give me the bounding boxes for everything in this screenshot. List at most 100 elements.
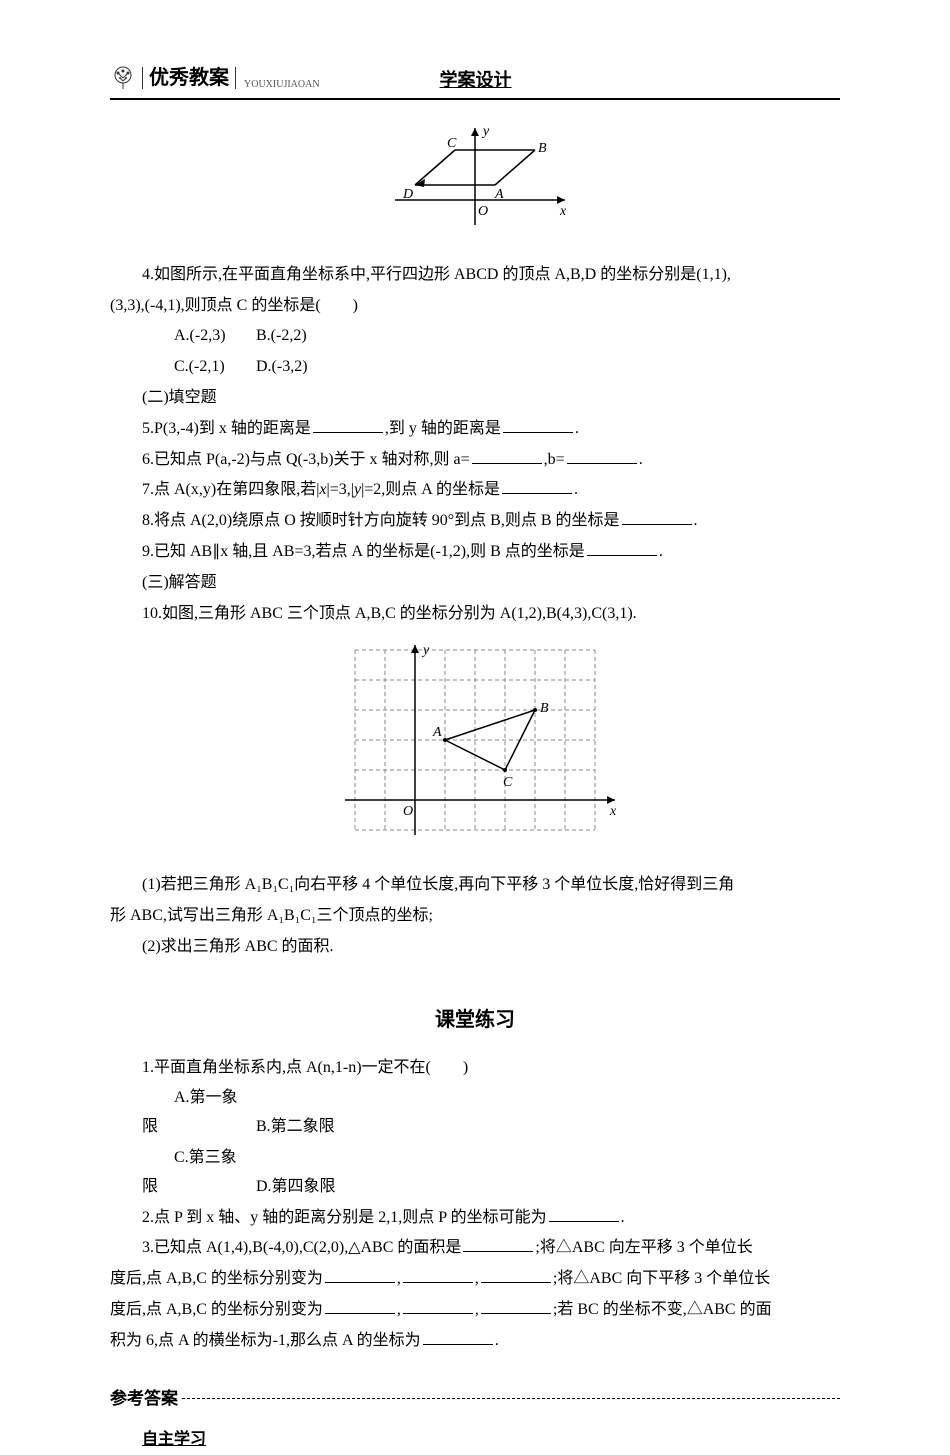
- q7-c: =2,则点 A 的坐标是: [364, 481, 500, 498]
- answer-row: 参考答案: [110, 1384, 840, 1415]
- svg-text:C: C: [503, 775, 513, 790]
- question-9: 9.已知 AB∥x 轴,且 AB=3,若点 A 的坐标是(-1,2),则 B 点…: [110, 538, 840, 567]
- answer-dashline: [182, 1398, 840, 1399]
- label-D: D: [402, 187, 413, 202]
- p3-k: 积为 6,点 A 的横坐标为-1,那么点 A 的坐标为: [110, 1332, 421, 1349]
- blank: [481, 1298, 551, 1314]
- logo-divider: [142, 67, 143, 89]
- p3-i: ,: [475, 1301, 479, 1318]
- p3-j: ;若 BC 的坐标不变,△ABC 的面: [553, 1301, 772, 1318]
- q8-a: 8.将点 A(2,0)绕原点 O 按顺时针方向旋转 90°到点 B,则点 B 的…: [142, 512, 620, 529]
- q4-options-2: C.(-2,1) D.(-3,2): [110, 353, 840, 382]
- q9-b: .: [659, 543, 663, 560]
- svg-text:O: O: [403, 804, 413, 819]
- section-2-heading: (二)填空题: [110, 384, 840, 413]
- q5-c: .: [575, 420, 579, 437]
- label-C: C: [447, 136, 457, 151]
- label-B: B: [538, 141, 547, 156]
- svg-text:y: y: [421, 643, 430, 658]
- label-y: y: [481, 124, 490, 139]
- q9-a: 9.已知 AB∥x 轴,且 AB=3,若点 A 的坐标是(-1,2),则 B 点…: [142, 543, 585, 560]
- p3-l: .: [495, 1332, 499, 1349]
- p3-g: 度后,点 A,B,C 的坐标分别变为: [110, 1301, 323, 1318]
- p1-optC: C.第三象限: [142, 1144, 252, 1202]
- practice-3-line3: 度后,点 A,B,C 的坐标分别变为,, ;若 BC 的坐标不变,△ABC 的面: [110, 1296, 840, 1325]
- q4-stem-b: (3,3),(-4,1),则顶点 C 的坐标是( ): [110, 292, 840, 321]
- svg-text:A: A: [432, 725, 442, 740]
- blank: [481, 1267, 551, 1283]
- question-6: 6.已知点 P(a,-2)与点 Q(-3,b)关于 x 轴对称,则 a= ,b=.: [110, 446, 840, 475]
- q5-a: 5.P(3,-4)到 x 轴的距离是: [142, 420, 311, 437]
- practice-3-line2: 度后,点 A,B,C 的坐标分别变为,,;将△ABC 向下平移 3 个单位长: [110, 1265, 840, 1294]
- q4-optB: B.(-2,2): [256, 327, 307, 344]
- q10-p2: (2)求出三角形 ABC 的面积.: [110, 933, 840, 962]
- label-O: O: [478, 204, 488, 219]
- q6-a: 6.已知点 P(a,-2)与点 Q(-3,b)关于 x 轴对称,则 a=: [142, 451, 470, 468]
- blank: [502, 478, 572, 494]
- p1-options-2: C.第三象限 D.第四象限: [110, 1144, 840, 1202]
- blank: [622, 509, 692, 525]
- q6-c: .: [639, 451, 643, 468]
- svg-text:B: B: [540, 701, 549, 716]
- p3-a: 3.已知点 A(1,4),B(-4,0),C(2,0),△ABC 的面积是: [142, 1239, 461, 1256]
- question-7: 7.点 A(x,y)在第四象限,若|x|=3,|y|=2,则点 A 的坐标是.: [110, 476, 840, 505]
- logo-text: 优秀教案: [149, 60, 229, 96]
- question-8: 8.将点 A(2,0)绕原点 O 按顺时针方向旋转 90°到点 B,则点 B 的…: [110, 507, 840, 536]
- logo-area: 优秀教案 YOUXIUJIAOAN: [110, 60, 320, 96]
- practice-3-line4: 积为 6,点 A 的横坐标为-1,那么点 A 的坐标为.: [110, 1327, 840, 1356]
- practice-heading: 课堂练习: [110, 1002, 840, 1038]
- q7-a: 7.点 A(x,y)在第四象限,若: [142, 481, 316, 498]
- blank: [472, 448, 542, 464]
- question-4: 4.如图所示,在平面直角坐标系中,平行四边形 ABCD 的顶点 A,B,D 的坐…: [110, 261, 840, 382]
- q4-stem-a: 4.如图所示,在平面直角坐标系中,平行四边形 ABCD 的顶点 A,B,D 的坐…: [110, 261, 840, 290]
- blank: [325, 1298, 395, 1314]
- blank: [567, 448, 637, 464]
- q4-optD: D.(-3,2): [256, 358, 308, 375]
- blank: [549, 1206, 619, 1222]
- p3-d: ,: [397, 1270, 401, 1287]
- practice-3-line1: 3.已知点 A(1,4),B(-4,0),C(2,0),△ABC 的面积是 ;将△…: [110, 1234, 840, 1263]
- q10-stem: 10.如图,三角形 ABC 三个顶点 A,B,C 的坐标分别为 A(1,2),B…: [110, 600, 840, 629]
- p1-optB: B.第二象限: [256, 1118, 335, 1135]
- q7-y: y: [354, 481, 361, 498]
- q4-optC: C.(-2,1): [142, 353, 252, 382]
- p3-h: ,: [397, 1301, 401, 1318]
- svg-text:x: x: [609, 804, 617, 819]
- blank: [313, 417, 383, 433]
- p3-e: ,: [475, 1270, 479, 1287]
- figure-parallelogram: O x y A B C D: [110, 120, 840, 241]
- practice-2: 2.点 P 到 x 轴、y 轴的距离分别是 2,1,则点 P 的坐标可能为.: [110, 1204, 840, 1233]
- logo-pinyin: YOUXIUJIAOAN: [244, 76, 320, 94]
- p1-optA: A.第一象限: [142, 1084, 252, 1142]
- blank: [503, 417, 573, 433]
- subsection-label: 自主学习: [110, 1426, 840, 1455]
- p1-stem: 1.平面直角坐标系内,点 A(n,1-n)一定不在( ): [110, 1054, 840, 1083]
- q10-p1a: (1)若把三角形 A₁B₁C₁向右平移 4 个单位长度,再向下平移 3 个单位长…: [110, 871, 840, 900]
- blank: [403, 1298, 473, 1314]
- q4-options-1: A.(-2,3) B.(-2,2): [110, 322, 840, 351]
- label-x: x: [559, 204, 567, 219]
- blank: [325, 1267, 395, 1283]
- blank: [587, 540, 657, 556]
- section-3-heading: (三)解答题: [110, 569, 840, 598]
- q10-p1b: 形 ABC,试写出三角形 A₁B₁C₁三个顶点的坐标;: [110, 902, 840, 931]
- blank: [423, 1329, 493, 1345]
- p1-options-1: A.第一象限 B.第二象限: [110, 1084, 840, 1142]
- p1-optD: D.第四象限: [256, 1178, 336, 1195]
- q4-optA: A.(-2,3): [142, 322, 252, 351]
- label-A: A: [494, 187, 504, 202]
- question-5: 5.P(3,-4)到 x 轴的距离是,到 y 轴的距离是.: [110, 415, 840, 444]
- logo-divider2: [235, 67, 236, 89]
- q7-x: x: [319, 481, 326, 498]
- page-header: 优秀教案 YOUXIUJIAOAN 学案设计: [110, 60, 840, 100]
- p3-f: ;将△ABC 向下平移 3 个单位长: [553, 1270, 770, 1287]
- q6-b: ,b=: [544, 451, 565, 468]
- q7-b: =3,: [330, 481, 351, 498]
- answer-label: 参考答案: [110, 1384, 178, 1415]
- tree-icon: [110, 65, 136, 91]
- figure-grid: O x y A B C: [110, 640, 840, 851]
- p2-b: .: [621, 1209, 625, 1226]
- p3-b: ;将△ABC 向左平移 3 个单位长: [535, 1239, 752, 1256]
- q7-d: .: [574, 481, 578, 498]
- blank: [463, 1236, 533, 1252]
